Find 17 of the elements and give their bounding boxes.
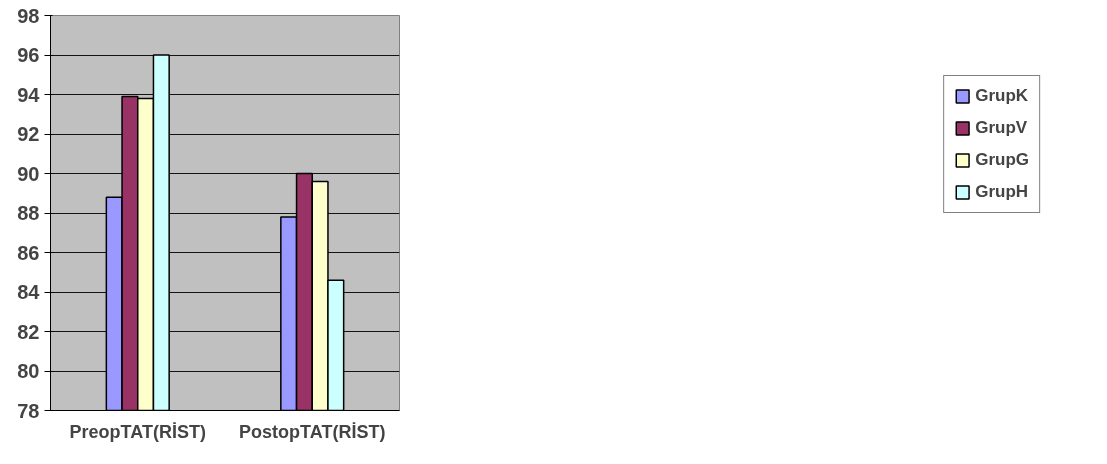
y-tick-label: 96 (17, 44, 40, 66)
y-tick-label: 78 (17, 399, 40, 422)
x-tick-label: PreopTAT(RİST) (69, 421, 206, 442)
y-tick-label: 90 (17, 162, 40, 185)
legend-label: GrupH (975, 182, 1029, 202)
x-tick-label: PostopTAT(RİST) (239, 421, 386, 442)
legend-label: GrupK (975, 86, 1029, 106)
y-tick-label: 86 (17, 241, 40, 264)
y-tick-label: 94 (17, 83, 41, 106)
legend-label: GrupV (975, 118, 1028, 138)
y-tick-label: 98 (17, 4, 40, 27)
legend-label: GrupG (975, 150, 1029, 170)
y-tick-label: 92 (17, 123, 40, 145)
y-tick-label: 88 (17, 202, 40, 224)
y-tick-label: 80 (17, 360, 40, 382)
y-tick-label: 82 (17, 320, 40, 343)
y-tick-label: 84 (17, 281, 41, 303)
